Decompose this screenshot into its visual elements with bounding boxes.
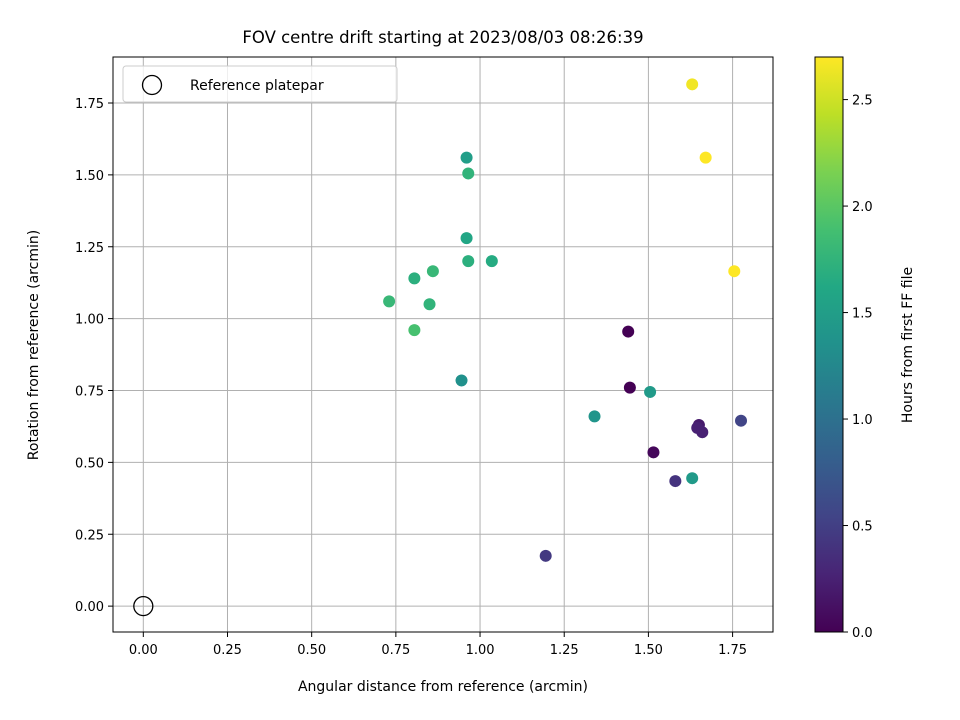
data-point — [539, 549, 552, 562]
x-tick-label: 1.50 — [634, 643, 663, 658]
data-point — [669, 475, 682, 488]
data-point — [408, 272, 421, 285]
data-points — [383, 78, 748, 562]
data-point — [426, 265, 439, 278]
data-point — [647, 446, 660, 459]
data-point — [485, 255, 498, 268]
colorbar-tick-label: 0.0 — [852, 626, 873, 641]
y-tick-label: 0.75 — [75, 385, 104, 400]
colorbar-tick-label: 1.5 — [852, 307, 873, 322]
colorbar-ticks: 0.0 0.5 1.0 1.5 2.0 2.5 — [843, 94, 873, 641]
legend-box — [122, 65, 398, 103]
colorbar-tick-label: 2.5 — [852, 94, 873, 109]
colorbar-tick-label: 1.0 — [852, 413, 873, 428]
colorbar-gradient — [814, 56, 844, 633]
data-point — [462, 255, 475, 268]
legend-label-reference: Reference platepar — [190, 78, 324, 94]
colorbar-tick-label: 2.0 — [852, 200, 873, 215]
reference-marker-group — [133, 595, 154, 617]
data-point — [460, 151, 473, 164]
data-point — [728, 265, 741, 278]
data-point — [686, 472, 699, 485]
x-tick-label: 0.50 — [297, 643, 326, 658]
x-tick-label: 1.25 — [550, 643, 579, 658]
data-point — [699, 151, 712, 164]
x-axis-ticks: 0.00 0.25 0.50 0.75 1.00 1.25 1.50 1.75 — [129, 632, 747, 658]
x-tick-label: 0.25 — [213, 643, 242, 658]
data-point — [622, 325, 635, 338]
y-tick-label: 1.50 — [75, 169, 104, 184]
legend: Reference platepar — [122, 65, 398, 103]
y-axis-ticks: 0.00 0.25 0.50 0.75 1.00 1.25 1.50 1.75 — [75, 97, 113, 615]
data-point — [686, 78, 699, 91]
x-axis-title: Angular distance from reference (arcmin) — [298, 679, 588, 695]
x-tick-label: 0.75 — [381, 643, 410, 658]
data-point — [588, 410, 601, 423]
plot-frame — [112, 56, 774, 633]
grid — [113, 57, 773, 632]
reference-platepar-marker — [133, 595, 154, 617]
x-tick-label: 0.00 — [129, 643, 158, 658]
y-tick-label: 0.00 — [75, 600, 104, 615]
y-tick-label: 1.75 — [75, 97, 104, 112]
y-tick-label: 0.25 — [75, 528, 104, 543]
x-tick-label: 1.00 — [466, 643, 495, 658]
chart-title: FOV centre drift starting at 2023/08/03 … — [242, 28, 643, 47]
data-point — [735, 414, 748, 427]
y-tick-label: 1.00 — [75, 313, 104, 328]
data-point — [460, 232, 473, 245]
colorbar: 0.0 0.5 1.0 1.5 2.0 2.5 Hours from first FF f… — [814, 56, 916, 641]
data-point — [383, 295, 396, 308]
data-point — [455, 374, 468, 387]
data-point — [462, 167, 475, 180]
data-point — [696, 426, 709, 439]
y-axis-title: Rotation from reference (arcmin) — [26, 230, 42, 460]
data-point — [423, 298, 436, 311]
data-point — [644, 385, 657, 398]
y-tick-label: 0.50 — [75, 456, 104, 471]
y-tick-label: 1.25 — [75, 241, 104, 256]
colorbar-title: Hours from first FF file — [900, 267, 916, 423]
colorbar-tick-label: 0.5 — [852, 520, 873, 535]
x-tick-label: 1.75 — [718, 643, 747, 658]
legend-reference-marker — [141, 74, 163, 96]
data-point — [623, 381, 636, 394]
data-point — [408, 324, 421, 337]
